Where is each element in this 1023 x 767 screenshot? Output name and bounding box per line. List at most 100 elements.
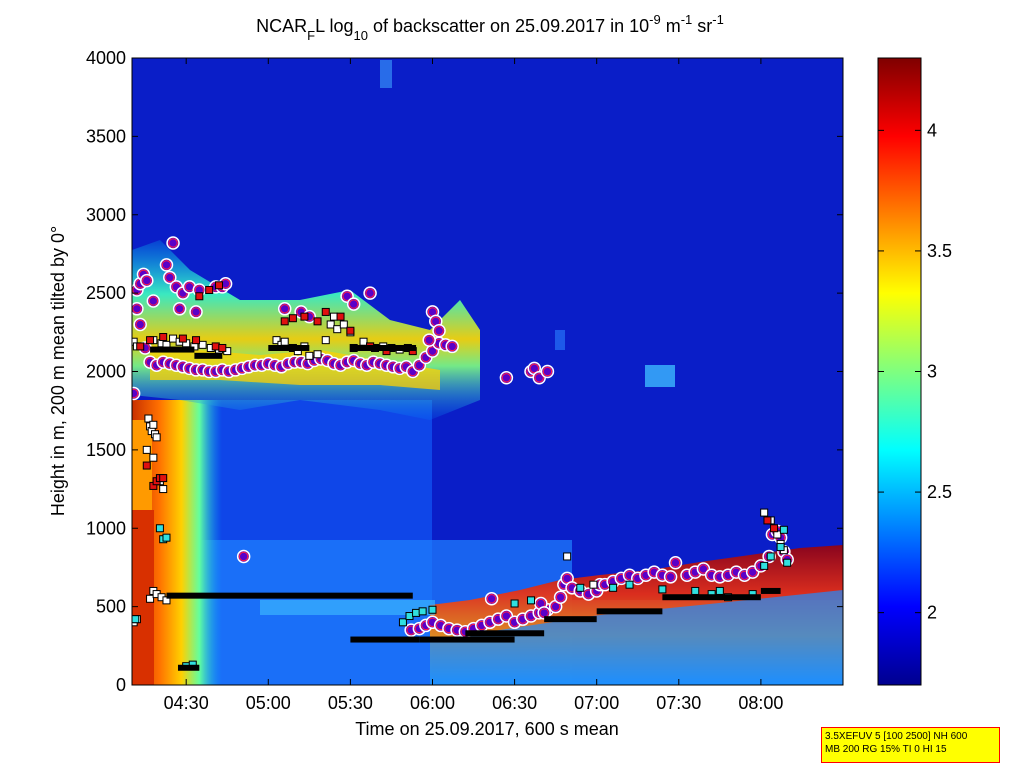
- circle-marker: [132, 386, 141, 401]
- y-tick-label: 2000: [86, 362, 126, 382]
- colorbar-tick-label: 2: [927, 603, 937, 623]
- x-axis: 04:30 05:00 05:30 06:00 06:30 07:00 07:30 08:00: [164, 58, 783, 713]
- circle-marker-ring: [280, 304, 290, 314]
- cyan-square-marker: [132, 615, 140, 624]
- circle-marker-ring: [542, 366, 553, 377]
- series-layer: [132, 236, 794, 671]
- circle-marker-ring: [132, 304, 142, 314]
- white-square-marker: [144, 414, 153, 423]
- y-tick-label: 3000: [86, 205, 126, 225]
- white-square-marker: [339, 320, 348, 329]
- red-square-marker: [763, 516, 772, 525]
- red-square-marker: [215, 281, 224, 290]
- red-square-marker: [205, 285, 214, 294]
- red-square-marker: [136, 342, 145, 351]
- colorbar-tick-label: 3: [927, 362, 937, 382]
- y-axis-label: Height in m, 200 m mean tilted by 0°: [48, 226, 68, 516]
- red-square-marker: [770, 524, 779, 533]
- circle-marker-ring: [550, 601, 561, 612]
- cyan-square-marker: [405, 612, 414, 621]
- red-square-marker: [313, 317, 322, 326]
- red-square-marker: [192, 336, 201, 345]
- y-tick-label: 3500: [86, 126, 126, 146]
- cyan-square-marker: [428, 605, 437, 614]
- circle-marker-ring: [161, 260, 172, 270]
- red-square-marker: [146, 336, 155, 345]
- circle-marker-ring: [191, 307, 201, 317]
- cyan-square-marker: [527, 596, 536, 605]
- circle-marker-ring: [427, 346, 438, 356]
- circle-marker-ring: [434, 326, 444, 336]
- red-square-marker: [211, 342, 220, 351]
- black-square-marker: [166, 592, 413, 599]
- cyan-square-marker: [609, 583, 618, 592]
- sparse-echo-1: [645, 365, 675, 387]
- settings-line-2: MB 200 RG 15% TI 0 HI 15: [825, 744, 947, 755]
- white-square-marker: [280, 337, 289, 346]
- sparse-echo-4: [260, 600, 435, 615]
- surface-layer-core: [132, 510, 154, 685]
- circle-marker-ring: [174, 304, 185, 314]
- white-square-marker: [305, 351, 314, 360]
- x-tick-label: 05:00: [246, 693, 291, 713]
- white-square-marker: [563, 552, 572, 561]
- cyan-square-marker: [155, 524, 164, 533]
- cyan-square-marker: [625, 580, 634, 589]
- cyan-square-marker: [576, 583, 585, 592]
- white-square-marker: [149, 453, 158, 462]
- circle-marker-ring: [670, 558, 681, 568]
- cyan-square-marker: [510, 599, 519, 608]
- cyan-square-marker: [398, 618, 407, 627]
- red-square-marker: [159, 474, 168, 483]
- x-tick-label: 05:30: [328, 693, 373, 713]
- white-square-marker: [142, 445, 151, 454]
- white-square-marker: [329, 312, 338, 321]
- white-square-marker: [326, 320, 335, 329]
- white-square-marker: [146, 594, 155, 603]
- black-square-marker: [544, 616, 597, 623]
- y-tick-label: 4000: [86, 48, 126, 68]
- x-tick-label: 06:30: [492, 693, 537, 713]
- x-tick-label: 04:30: [164, 693, 209, 713]
- settings-info-box: 3.5XEFUV 5 [100 2500] NH 600 MB 200 RG 1…: [821, 727, 1000, 763]
- black-square-marker: [419, 636, 515, 643]
- white-square-marker: [169, 334, 178, 343]
- cyan-square-marker: [691, 586, 700, 595]
- x-tick-label: 08:00: [738, 693, 783, 713]
- red-square-marker: [178, 334, 187, 343]
- cyan-square-marker: [412, 608, 421, 617]
- black-square-marker: [465, 630, 545, 637]
- black-square-marker: [350, 344, 417, 351]
- circle-marker-ring: [501, 373, 512, 383]
- y-tick-label: 2500: [86, 283, 126, 303]
- y-tick-label: 1500: [86, 440, 126, 460]
- circle-marker-ring: [665, 572, 676, 582]
- colorbar-tick-label: 4: [927, 120, 937, 140]
- x-tick-label: 07:00: [574, 693, 619, 713]
- red-square-marker: [142, 461, 151, 470]
- cyan-square-marker: [418, 607, 427, 616]
- white-square-marker: [760, 508, 769, 517]
- circle-marker-ring: [529, 363, 539, 374]
- white-square-marker: [198, 340, 207, 349]
- circle-marker-ring: [447, 341, 457, 352]
- y-tick-label: 1000: [86, 518, 126, 538]
- circle-marker-ring: [135, 319, 145, 330]
- circle-marker-ring: [142, 275, 152, 286]
- circle-marker-ring: [165, 272, 175, 283]
- y-axis: 0 500 1000 1500 2000 2500 3000 3500 4000: [86, 48, 843, 695]
- red-square-marker: [321, 307, 330, 316]
- white-square-marker: [272, 336, 281, 345]
- circle-marker-ring: [238, 551, 249, 562]
- colorbar-axis: 2 2.5 3 3.5 4: [878, 120, 952, 623]
- circle-marker-ring: [132, 388, 139, 399]
- circle-marker-ring: [148, 296, 159, 306]
- sparse-echo-2: [380, 60, 392, 88]
- white-square-marker: [159, 485, 168, 494]
- colorbar: [877, 57, 922, 686]
- red-square-marker: [336, 312, 345, 321]
- colorbar-tick-label: 3.5: [927, 241, 952, 261]
- black-square-marker: [150, 346, 195, 353]
- cyan-square-marker: [162, 533, 171, 542]
